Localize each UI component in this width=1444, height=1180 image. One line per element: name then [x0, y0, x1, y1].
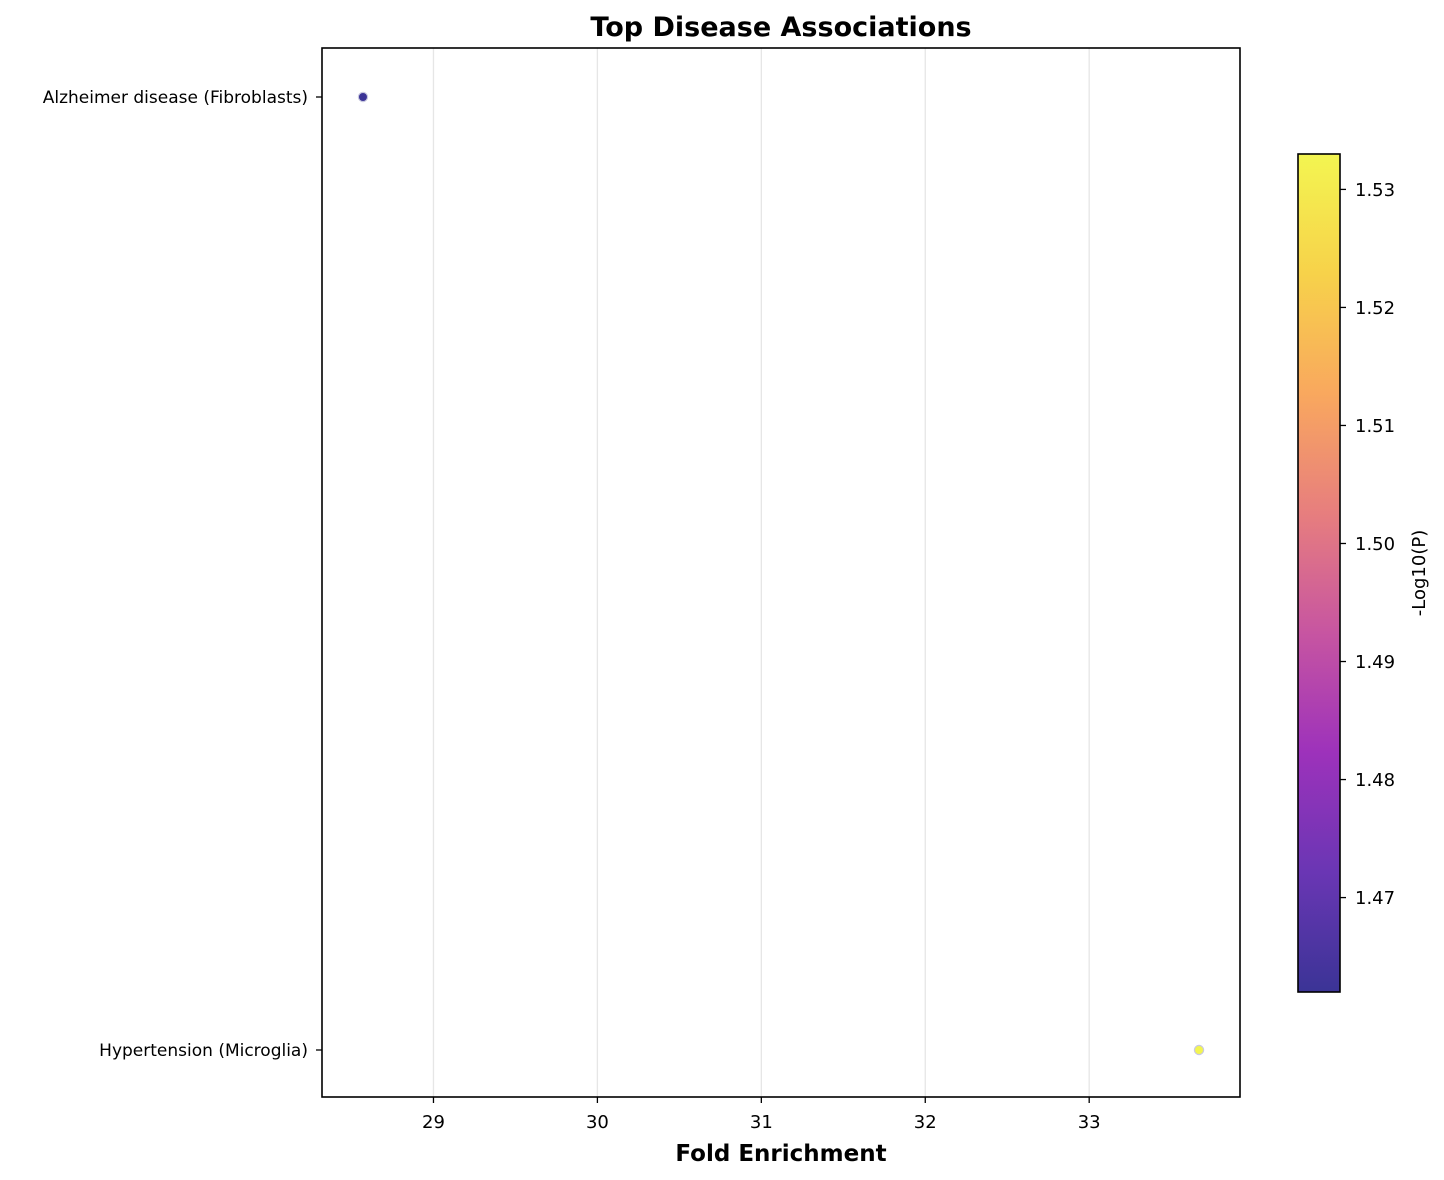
colorbar-tick-label: 1.49: [1355, 652, 1395, 673]
x-tick-label: 33: [1078, 1112, 1101, 1133]
chart-title: Top Disease Associations: [590, 12, 971, 43]
x-axis-label: Fold Enrichment: [675, 1141, 886, 1167]
colorbar-tick-label: 1.50: [1355, 534, 1395, 555]
colorbar-ticks: 1.47 1.48 1.49 1.50 1.51 1.52 1.53: [1340, 180, 1395, 909]
gridlines: [432, 48, 1090, 1097]
x-tick-label: 32: [914, 1112, 937, 1133]
data-points: [357, 91, 1205, 1056]
colorbar-tick-label: 1.47: [1355, 888, 1395, 909]
x-tick-label: 29: [422, 1112, 445, 1133]
y-tick-label: Alzheimer disease (Fibroblasts): [43, 88, 308, 108]
colorbar-tick-label: 1.51: [1355, 416, 1395, 437]
colorbar-tick-label: 1.52: [1355, 298, 1395, 319]
colorbar: [1297, 153, 1341, 993]
data-point: [357, 91, 369, 103]
y-axis-ticks: Alzheimer disease (Fibroblasts) Hypertens…: [43, 88, 322, 1061]
x-tick-label: 30: [586, 1112, 609, 1133]
colorbar-tick-label: 1.48: [1355, 770, 1395, 791]
colorbar-tick-label: 1.53: [1355, 180, 1395, 201]
plot-frame: [321, 47, 1241, 1098]
x-axis-ticks: 29 30 31 32 33: [422, 1097, 1101, 1133]
x-tick-label: 31: [750, 1112, 773, 1133]
colorbar-label: -Log10(P): [1409, 530, 1430, 616]
y-tick-label: Hypertension (Microglia): [99, 1041, 308, 1061]
data-point: [1193, 1044, 1205, 1056]
